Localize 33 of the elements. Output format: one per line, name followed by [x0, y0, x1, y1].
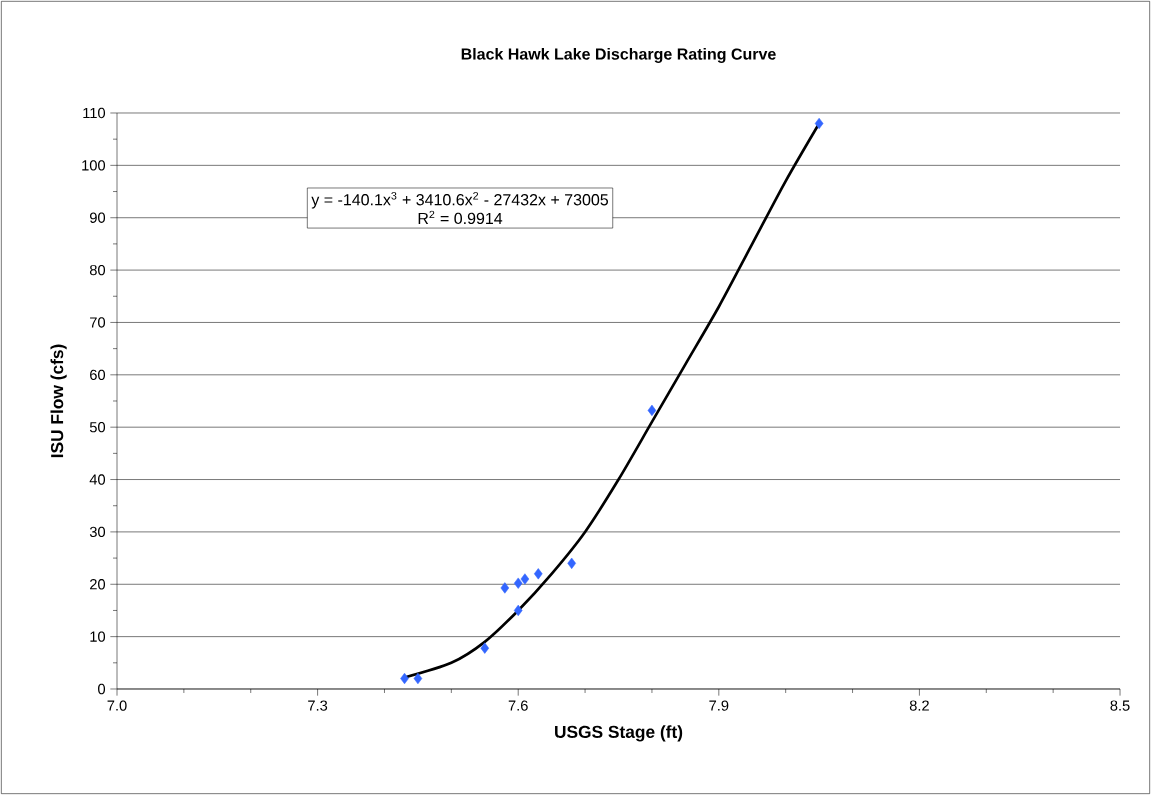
y-tick-label: 70 [90, 317, 106, 328]
x-axis-title: USGS Stage (ft) [555, 725, 683, 742]
y-tick-label: 110 [83, 107, 106, 119]
point [520, 573, 530, 585]
point [513, 577, 523, 589]
y-axis-title: ISU Flow (cfs) [50, 344, 67, 458]
y-tick-label: 100 [82, 160, 106, 171]
y-tick-label: 10 [90, 631, 106, 642]
y-tick-label: 80 [89, 264, 106, 276]
x-tick-label: 7.3 [308, 700, 328, 711]
point [647, 404, 657, 417]
point [480, 642, 490, 654]
point [814, 117, 824, 130]
y-tick-label: 90 [90, 212, 106, 223]
x-tick-label: 7.6 [508, 700, 528, 711]
x-tick-label: 8.5 [1110, 700, 1130, 711]
x-tick-label: 7.0 [107, 700, 127, 711]
y-tick-label: 0 [98, 683, 106, 695]
annotation: R$^{2}$ = 0.9914 [418, 210, 503, 225]
point [413, 672, 423, 685]
point [513, 604, 523, 617]
y-tick-label: 40 [89, 474, 106, 485]
y-tick-label: 50 [89, 422, 106, 433]
point [500, 582, 510, 594]
chart-title: Black Hawk Lake Discharge Rating Curve [461, 47, 776, 63]
point [567, 557, 576, 569]
point [534, 568, 543, 580]
x-tick-label: 7.9 [709, 700, 729, 711]
annotation: y = -140.1x$^{3}$ + 3410.6x$^{2}$ - 27432x + 73005 [311, 191, 609, 209]
x-tick-label: 8.2 [909, 700, 929, 711]
y-tick-label: 30 [89, 526, 106, 538]
y-tick-label: 60 [90, 369, 106, 381]
y-tick-label: 20 [90, 579, 106, 590]
